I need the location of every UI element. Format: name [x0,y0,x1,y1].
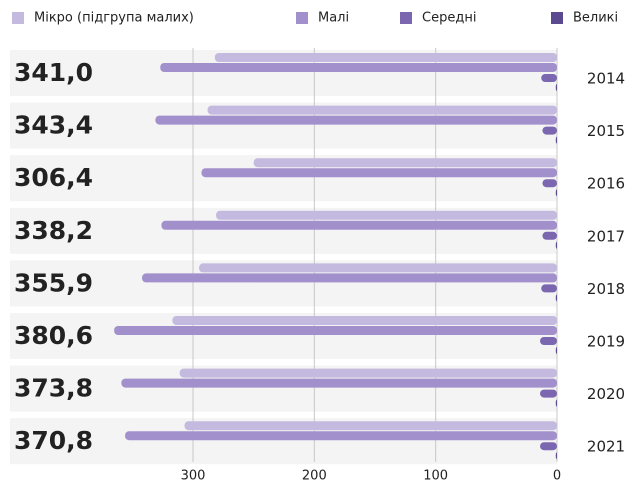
legend-swatch [400,12,412,24]
total-label: 355,9 [14,268,93,297]
legend-label: Малі [318,11,349,26]
legend-swatch [551,12,563,24]
bar [555,189,557,197]
bar [555,84,557,91]
total-label: 306,4 [14,163,93,192]
bar [540,442,557,451]
y-tick-label: 2014 [587,70,625,88]
bar [161,220,557,230]
bar [142,273,558,283]
bar [121,378,557,388]
legend-swatch [296,12,308,24]
legend-label: Великі [573,11,618,26]
total-label: 343,4 [14,111,93,140]
y-tick-label: 2020 [587,385,625,403]
bar [555,347,557,354]
legend-label: Мікро (підгрупа малих) [34,11,194,26]
bar [540,337,557,345]
total-label: 370,8 [14,426,93,455]
y-tick-label: 2019 [587,333,625,351]
bar [542,231,557,240]
bar [555,452,557,460]
bar [540,389,557,398]
legend-label: Середні [422,11,476,26]
bar [214,53,557,62]
y-tick-label: 2015 [587,122,625,140]
bar [201,168,557,178]
bar [555,241,557,249]
bar [555,136,557,144]
total-label: 380,6 [14,321,93,350]
bar [160,63,558,72]
bar [542,179,557,188]
bar [555,294,557,302]
bar [172,316,557,325]
y-tick-label: 2021 [587,438,625,456]
bar [155,115,558,125]
bar [179,368,558,378]
bar [541,74,557,82]
x-tick-label: 300 [181,469,206,484]
x-tick-label: 100 [423,469,448,484]
bar [184,421,558,431]
bar [555,399,557,407]
x-tick-label: 200 [302,469,327,484]
bar [199,263,558,273]
bar [114,326,557,335]
bar [542,126,557,135]
bar [207,105,557,115]
x-tick-label: 0 [553,469,561,484]
y-tick-label: 2018 [587,280,625,298]
bar [125,431,557,441]
total-label: 341,0 [14,58,93,87]
bar [541,284,557,293]
legend-swatch [12,12,24,24]
bar [253,158,557,168]
total-label: 338,2 [14,216,93,245]
bar [216,210,557,220]
y-tick-label: 2016 [587,175,625,193]
total-label: 373,8 [14,374,93,403]
y-tick-label: 2017 [587,227,625,245]
